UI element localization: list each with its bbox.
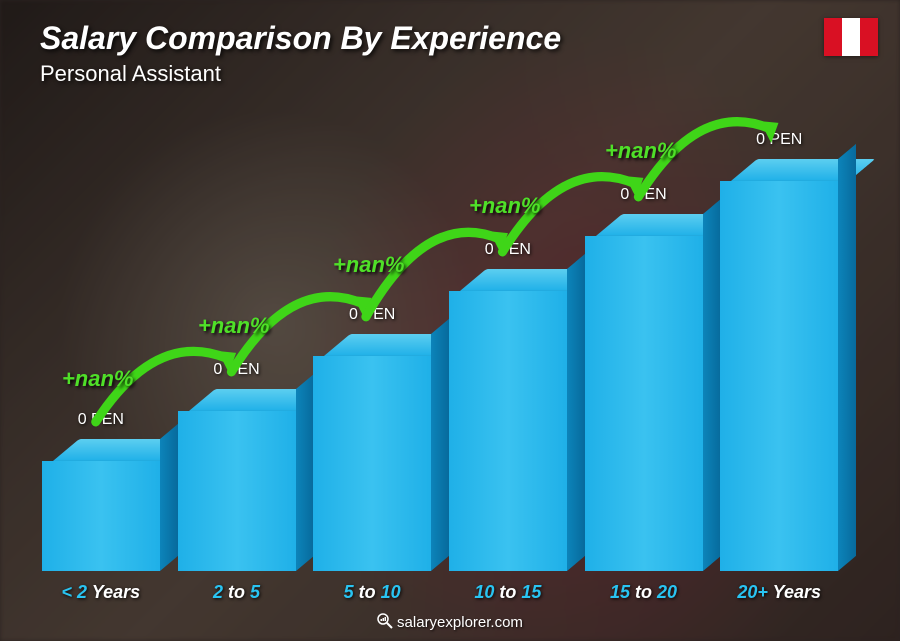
x-axis-label: 2 to 5 [176, 582, 298, 603]
chart-subtitle: Personal Assistant [40, 61, 860, 87]
bar-column: 0 PEN [40, 120, 162, 571]
footer-site: salaryexplorer.com [397, 614, 523, 631]
x-axis-label: 20+ Years [718, 582, 840, 603]
bar-front-face [449, 291, 567, 571]
bar-chart: 0 PEN0 PEN0 PEN0 PEN0 PEN0 PEN+nan%+nan%… [40, 120, 840, 571]
chart-title: Salary Comparison By Experience [40, 20, 860, 57]
flag-stripe [842, 18, 860, 56]
bar-front-face [313, 356, 431, 571]
flag-stripe [824, 18, 842, 56]
bar [585, 214, 703, 571]
bar-front-face [178, 411, 296, 571]
bar-front-face [585, 236, 703, 571]
footer: salaryexplorer.com [0, 613, 900, 631]
x-axis: < 2 Years 2 to 5 5 to 10 10 to 15 15 to 20 20… [40, 582, 840, 603]
bar-column: 0 PEN [718, 120, 840, 571]
flag-stripe [860, 18, 878, 56]
bar-value-label: 0 PEN [756, 131, 802, 149]
bar-value-label: 0 PEN [620, 186, 666, 204]
bar-value-label: 0 PEN [213, 361, 259, 379]
x-axis-label: < 2 Years [40, 582, 162, 603]
content-area: Salary Comparison By Experience Personal… [0, 0, 900, 641]
bar-value-label: 0 PEN [349, 306, 395, 324]
bar [720, 159, 838, 571]
bar-value-label: 0 PEN [485, 241, 531, 259]
x-axis-label: 15 to 20 [583, 582, 705, 603]
bar [313, 334, 431, 571]
x-axis-label: 10 to 15 [447, 582, 569, 603]
bar-column: 0 PEN [176, 120, 298, 571]
bar [449, 269, 567, 571]
bar-column: 0 PEN [447, 120, 569, 571]
x-axis-label: 5 to 10 [311, 582, 433, 603]
bar-column: 0 PEN [583, 120, 705, 571]
bar [42, 439, 160, 571]
bar-front-face [720, 181, 838, 571]
bar-column: 0 PEN [311, 120, 433, 571]
bar-front-face [42, 461, 160, 571]
bar-side-face [838, 144, 856, 571]
bar [178, 389, 296, 571]
bar-value-label: 0 PEN [78, 411, 124, 429]
magnifier-bar-icon [377, 613, 393, 629]
peru-flag-icon [824, 18, 878, 56]
